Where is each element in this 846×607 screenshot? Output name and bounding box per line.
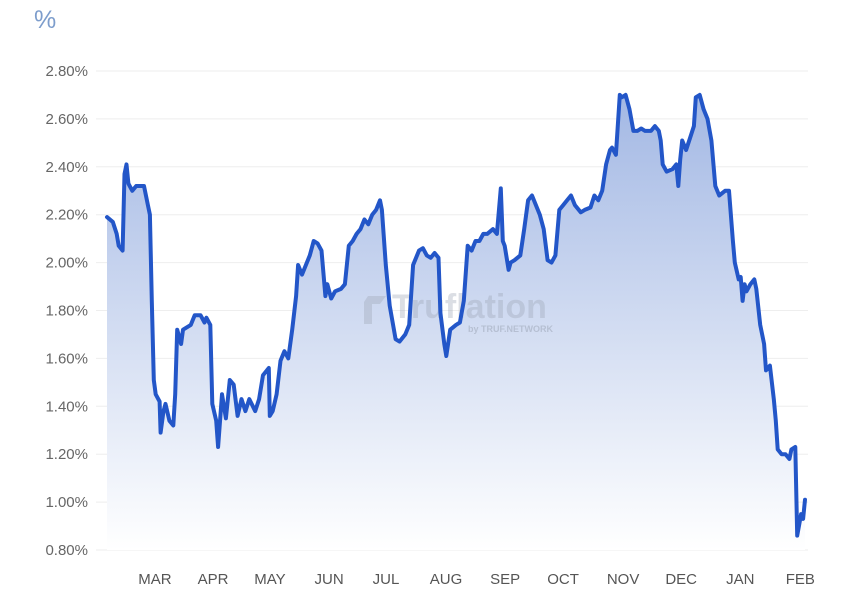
series-area-fill bbox=[107, 94, 805, 551]
y-tick-label: 0.80% bbox=[45, 542, 88, 559]
y-tick-label: 1.00% bbox=[45, 494, 88, 511]
x-tick-label: JAN bbox=[726, 571, 754, 588]
watermark-brand: Truflation bbox=[392, 288, 547, 326]
y-tick-label: 2.00% bbox=[45, 255, 88, 272]
x-tick-label: MAY bbox=[254, 571, 285, 588]
x-tick-label: MAR bbox=[138, 571, 172, 588]
watermark-logo: Truflation by TRUF.NETWORK bbox=[364, 288, 553, 334]
y-tick-label: 2.20% bbox=[45, 207, 88, 224]
x-tick-label: DEC bbox=[665, 571, 697, 588]
y-tick-label: 2.60% bbox=[45, 111, 88, 128]
x-tick-label: SEP bbox=[490, 571, 520, 588]
series-line bbox=[105, 92, 807, 538]
y-tick-label: 1.60% bbox=[45, 350, 88, 367]
y-tick-label: 1.80% bbox=[45, 303, 88, 320]
y-tick-label: 2.80% bbox=[45, 63, 88, 80]
y-tick-label: 1.20% bbox=[45, 446, 88, 463]
x-tick-label: NOV bbox=[607, 571, 640, 588]
y-tick-label: 2.40% bbox=[45, 159, 88, 176]
x-tick-label: AUG bbox=[430, 571, 463, 588]
watermark-subtitle: by TRUF.NETWORK bbox=[468, 324, 553, 334]
y-tick-label: 1.40% bbox=[45, 398, 88, 415]
x-tick-label: FEB bbox=[786, 571, 815, 588]
x-tick-label: OCT bbox=[547, 571, 579, 588]
x-tick-label: JUN bbox=[314, 571, 343, 588]
y-axis-unit-label: % bbox=[34, 6, 57, 34]
x-tick-label: JUL bbox=[373, 571, 400, 588]
x-tick-label: APR bbox=[198, 571, 229, 588]
